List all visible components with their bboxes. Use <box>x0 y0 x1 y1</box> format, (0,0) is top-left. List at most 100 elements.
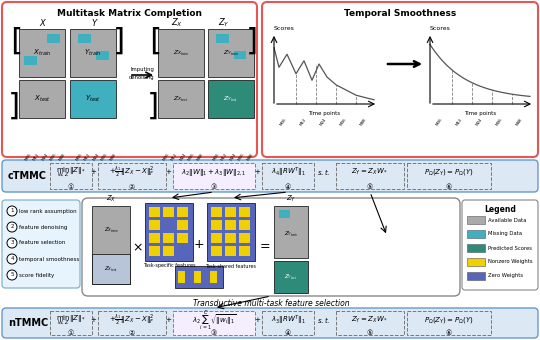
Bar <box>96 51 109 60</box>
FancyBboxPatch shape <box>462 200 538 290</box>
Text: M36: M36 <box>100 152 109 161</box>
Text: Missing Data: Missing Data <box>488 232 522 237</box>
Text: Available Data: Available Data <box>488 218 526 222</box>
Text: M36: M36 <box>339 117 347 126</box>
Text: $Z_Y$: $Z_Y$ <box>286 194 296 204</box>
FancyBboxPatch shape <box>2 200 80 288</box>
Text: ]: ] <box>111 27 129 56</box>
Text: $\min_{W,Z}\|Z\|_*$: $\min_{W,Z}\|Z\|_*$ <box>56 165 86 179</box>
Text: M36: M36 <box>50 152 58 161</box>
Bar <box>50 163 92 189</box>
Bar <box>149 246 160 256</box>
Text: temporal smoothness: temporal smoothness <box>19 256 79 261</box>
Text: cTMMC: cTMMC <box>8 171 47 181</box>
Bar <box>78 34 91 43</box>
Circle shape <box>7 206 17 216</box>
Bar <box>262 163 314 189</box>
Bar <box>24 56 37 65</box>
Text: M48: M48 <box>515 117 523 126</box>
Bar <box>173 163 255 189</box>
Text: feature denoising: feature denoising <box>19 224 68 230</box>
Text: Y: Y <box>91 18 97 28</box>
Text: 5: 5 <box>10 272 14 277</box>
FancyBboxPatch shape <box>2 160 538 192</box>
Text: ①: ① <box>68 184 74 190</box>
Text: ]: ] <box>244 27 262 56</box>
Text: $+$: $+$ <box>90 316 98 324</box>
Bar <box>70 80 116 118</box>
Text: $+$: $+$ <box>90 168 98 176</box>
Bar <box>207 203 255 261</box>
Bar <box>50 311 92 335</box>
Text: M06: M06 <box>212 152 220 161</box>
Bar <box>467 272 485 280</box>
Text: M12: M12 <box>32 152 40 161</box>
Text: ③: ③ <box>211 330 217 336</box>
Text: ③: ③ <box>211 184 217 190</box>
Text: $Z_{X_{train}}$: $Z_{X_{train}}$ <box>104 225 118 235</box>
Text: $Z_{X_{test}}$: $Z_{X_{test}}$ <box>173 94 188 104</box>
Bar <box>211 220 222 230</box>
Text: $+\frac{\lambda_1}{2}\|Z_X - X\|_F^2$: $+\frac{\lambda_1}{2}\|Z_X - X\|_F^2$ <box>109 312 155 327</box>
Text: M48: M48 <box>58 152 66 161</box>
Bar <box>279 210 290 218</box>
Text: Transductive multi-task feature selection: Transductive multi-task feature selectio… <box>193 299 349 307</box>
Bar <box>70 29 116 77</box>
Text: Scores: Scores <box>430 26 451 31</box>
Bar <box>211 207 222 217</box>
Bar <box>177 207 188 217</box>
Text: denoising: denoising <box>129 75 155 81</box>
Bar <box>178 271 185 283</box>
Text: $+\frac{\lambda_1}{2}\|Z_X - X\|_F^2$: $+\frac{\lambda_1}{2}\|Z_X - X\|_F^2$ <box>109 165 155 180</box>
Bar <box>163 246 174 256</box>
Bar <box>239 207 250 217</box>
Text: ]: ] <box>145 92 163 121</box>
Bar <box>274 206 308 258</box>
Text: Zero Weights: Zero Weights <box>488 273 523 278</box>
Text: M12: M12 <box>84 152 92 161</box>
Text: M12: M12 <box>220 152 229 161</box>
Bar <box>177 246 188 256</box>
Text: $Y_{train}$: $Y_{train}$ <box>84 48 102 58</box>
Bar <box>239 233 250 243</box>
Bar <box>239 220 250 230</box>
Bar <box>336 311 404 335</box>
Text: M36: M36 <box>495 117 503 126</box>
Bar <box>149 220 160 230</box>
Text: ②: ② <box>129 184 135 190</box>
Text: Predicted Scores: Predicted Scores <box>488 245 532 251</box>
Text: Task-specific features: Task-specific features <box>143 264 195 269</box>
Text: Multitask Matrix Completion: Multitask Matrix Completion <box>57 8 202 17</box>
Text: ①: ① <box>68 330 74 336</box>
Bar <box>92 254 130 284</box>
Text: M36: M36 <box>238 152 246 161</box>
FancyBboxPatch shape <box>2 308 538 338</box>
Bar <box>19 80 65 118</box>
Bar <box>163 233 174 243</box>
Text: M06: M06 <box>435 117 443 126</box>
Text: X: X <box>39 18 45 28</box>
Text: M12: M12 <box>455 117 463 126</box>
Text: $Z_X$: $Z_X$ <box>171 17 183 29</box>
Text: ④: ④ <box>285 184 291 190</box>
Text: M24: M24 <box>319 117 327 126</box>
Text: $\lambda_2\sum_{i=1}^{C}\sqrt{\|w_i\|_1}$: $\lambda_2\sum_{i=1}^{C}\sqrt{\|w_i\|_1}… <box>192 308 236 332</box>
Bar <box>208 29 254 77</box>
Bar <box>225 207 236 217</box>
Text: M24: M24 <box>92 152 100 161</box>
Bar <box>19 29 65 77</box>
Text: $Z_{Y_{test}}$: $Z_{Y_{test}}$ <box>284 272 298 282</box>
Text: 2: 2 <box>10 224 14 230</box>
Text: $s.t.$: $s.t.$ <box>317 315 330 325</box>
Bar <box>163 207 174 217</box>
Text: ⑤: ⑤ <box>367 184 373 190</box>
Text: M24: M24 <box>41 152 49 161</box>
Text: Legend: Legend <box>484 204 516 214</box>
Bar <box>177 233 188 243</box>
Text: $Z_Y$: $Z_Y$ <box>218 17 230 29</box>
Bar <box>407 163 491 189</box>
Circle shape <box>7 238 17 248</box>
Text: $+$: $+$ <box>254 316 261 324</box>
Bar <box>208 80 254 118</box>
Text: M06: M06 <box>75 152 83 161</box>
